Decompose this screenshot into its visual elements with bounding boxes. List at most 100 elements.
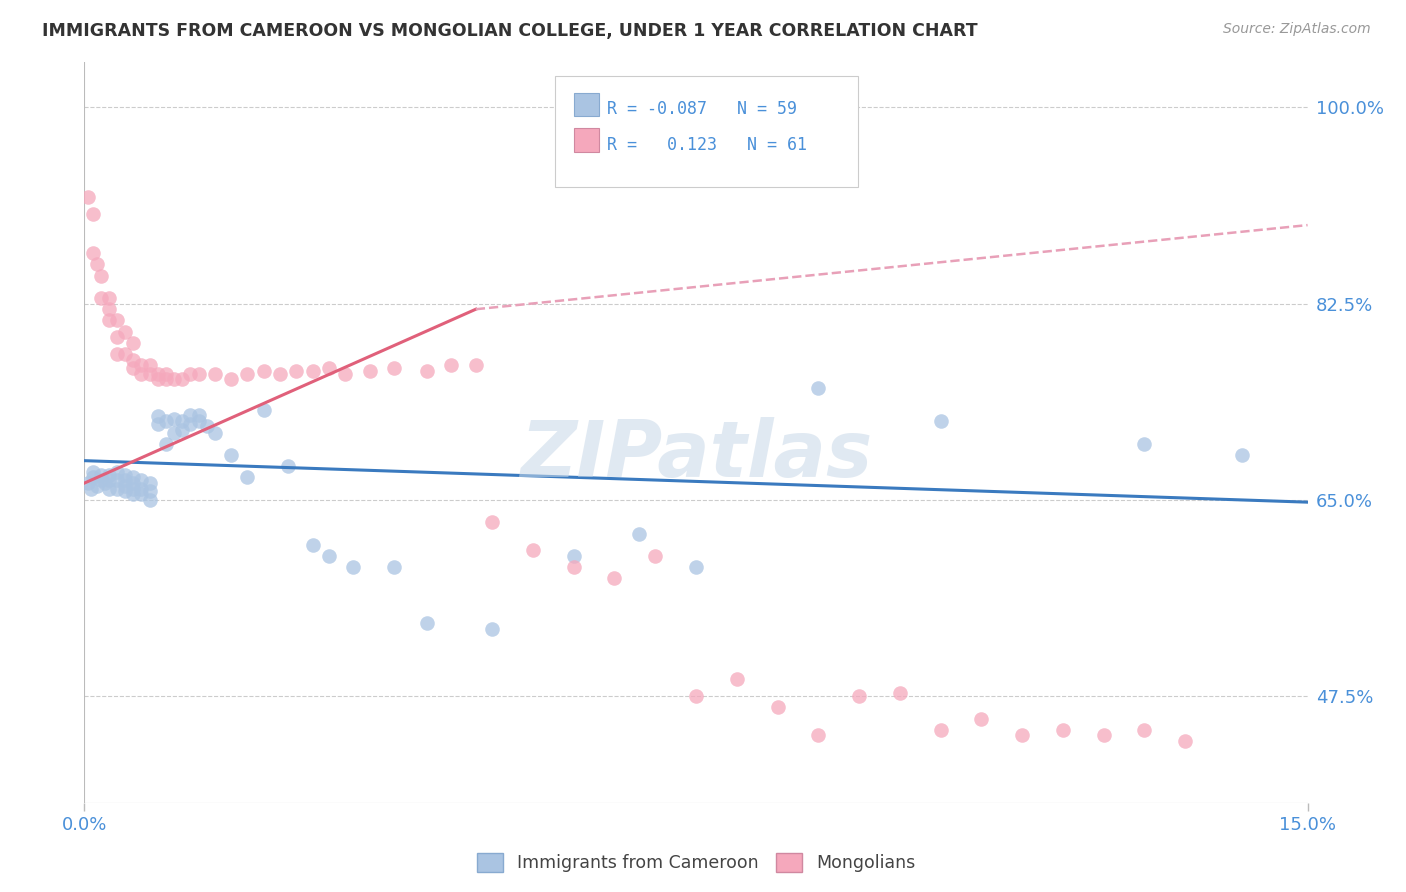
Point [1174,734,1197,748]
Point [179,417,201,431]
Point [86,479,108,493]
Point [114,479,136,493]
Point [359,364,381,378]
Point [644,549,666,563]
Point [807,381,830,395]
Point [146,417,169,431]
Point [131,482,153,496]
Point [105,330,128,344]
Point [82,470,104,484]
Point [236,470,259,484]
Point [889,686,911,700]
Point [163,425,186,440]
Point [277,459,299,474]
Point [187,414,209,428]
Point [80,482,103,496]
Point [90,268,112,283]
Point [114,473,136,487]
Point [172,423,194,437]
Point [155,414,177,428]
Point [97,473,120,487]
Point [382,360,405,375]
Point [301,538,323,552]
Point [138,483,160,498]
Point [114,483,136,498]
Point [77,190,100,204]
Point [77,476,100,491]
Point [155,368,177,382]
Point [155,437,177,451]
Point [82,465,104,479]
Point [204,368,226,382]
Point [82,207,104,221]
Point [318,360,340,375]
Point [172,414,194,428]
Point [122,482,145,496]
Point [105,313,128,327]
Point [685,690,707,704]
Point [146,368,169,382]
Point [172,372,194,386]
Point [929,414,952,428]
Point [253,364,276,378]
Point [90,291,112,305]
Point [204,425,226,440]
Point [627,526,650,541]
Point [97,313,120,327]
Point [1232,448,1254,462]
Point [342,560,364,574]
Text: IMMIGRANTS FROM CAMEROON VS MONGOLIAN COLLEGE, UNDER 1 YEAR CORRELATION CHART: IMMIGRANTS FROM CAMEROON VS MONGOLIAN CO… [42,22,977,40]
Text: Source: ZipAtlas.com: Source: ZipAtlas.com [1223,22,1371,37]
Point [522,543,544,558]
Point [138,492,160,507]
Point [269,368,291,382]
Point [382,560,405,574]
Point [155,372,177,386]
Point [105,465,128,479]
Point [131,368,153,382]
Point [122,352,145,367]
Point [464,359,486,373]
Point [97,302,120,317]
Point [253,403,276,417]
Point [481,622,503,636]
Point [90,468,112,483]
Point [114,347,136,361]
Point [122,476,145,491]
Point [163,412,186,426]
Point [97,468,120,483]
Point [1133,723,1156,737]
Point [195,418,218,433]
Point [848,690,870,704]
Point [970,712,993,726]
Point [138,359,160,373]
Point [131,359,153,373]
Point [1052,723,1074,737]
Text: R = -0.087   N = 59: R = -0.087 N = 59 [607,100,797,118]
Point [301,364,323,378]
Point [105,347,128,361]
Point [138,476,160,491]
Point [219,372,242,386]
Point [138,368,160,382]
Point [481,516,503,530]
Point [285,364,308,378]
Point [766,700,789,714]
Text: ZIPatlas: ZIPatlas [520,417,872,493]
Point [105,473,128,487]
Point [122,360,145,375]
Point [318,549,340,563]
Point [131,473,153,487]
Point [685,560,707,574]
Point [236,368,259,382]
Point [1092,729,1115,743]
Legend: Immigrants from Cameroon, Mongolians: Immigrants from Cameroon, Mongolians [470,847,922,880]
Point [122,487,145,501]
Point [131,487,153,501]
Point [97,291,120,305]
Point [807,729,830,743]
Point [90,473,112,487]
Text: R =   0.123   N = 61: R = 0.123 N = 61 [607,136,807,153]
Point [179,408,201,422]
Point [187,368,209,382]
